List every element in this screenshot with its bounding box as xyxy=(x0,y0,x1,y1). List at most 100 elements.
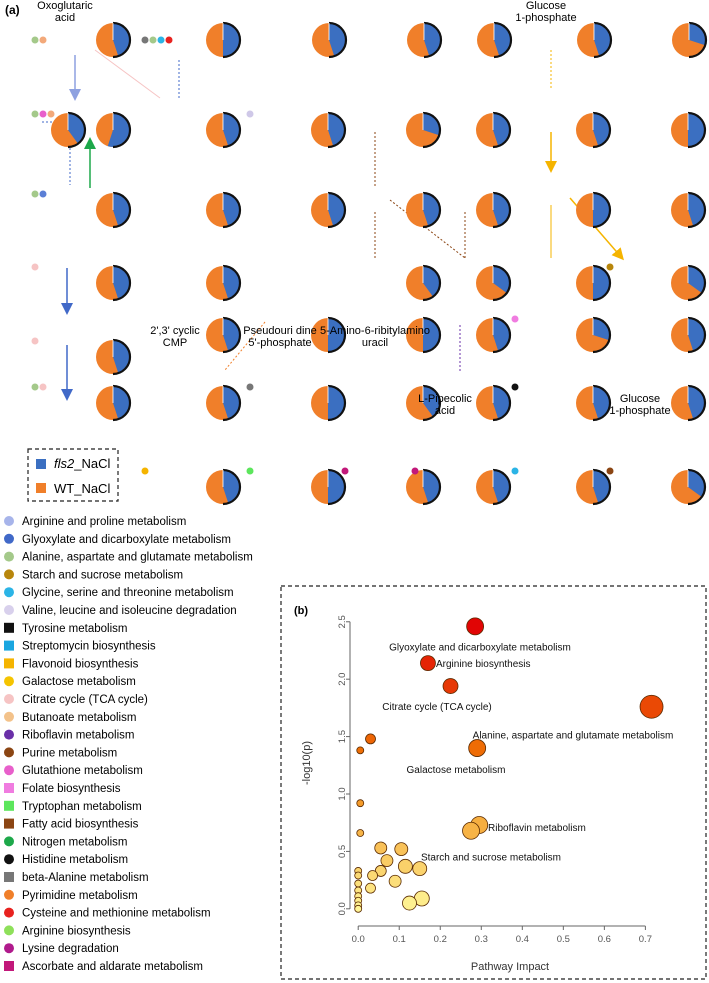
pathway-dot xyxy=(165,36,173,44)
pathway-square-icon xyxy=(4,872,14,882)
metabolite-node xyxy=(671,316,707,354)
pathway-circle-icon xyxy=(4,854,14,865)
scatter-point xyxy=(412,861,428,877)
pie-fls2-slice xyxy=(423,193,440,227)
scatter-point xyxy=(354,904,363,913)
y-tick-label: 1.0 xyxy=(337,787,348,800)
metabolite-node xyxy=(31,190,132,229)
pie-fls2-slice xyxy=(223,23,240,57)
pathway-circle-icon xyxy=(4,551,14,562)
pie-fls2-slice xyxy=(594,23,612,57)
pathway-legend-label: Glutathione metabolism xyxy=(22,765,143,777)
metabolite-node xyxy=(206,384,242,422)
pie-fls2-slice xyxy=(223,193,240,227)
pathway-circle-icon xyxy=(4,676,14,687)
metabolite-node xyxy=(406,384,442,422)
metabolite-node xyxy=(206,111,242,149)
scatter-point xyxy=(388,874,402,888)
pie-fls2-slice xyxy=(68,113,86,144)
pathway-circle-icon xyxy=(4,711,14,722)
pathway-dot xyxy=(39,36,47,44)
pathway-dot xyxy=(31,383,39,391)
y-tick-label: 2.5 xyxy=(337,615,348,628)
metabolite-node xyxy=(407,21,443,59)
pie-outline xyxy=(422,191,442,229)
pathway-legend-item: Cysteine and methionine metabolism xyxy=(4,907,211,920)
metabolite-node xyxy=(311,191,347,229)
legend-fls2-swatch xyxy=(36,459,46,469)
pie-outline xyxy=(222,384,242,422)
pie-fls2-slice xyxy=(423,113,440,136)
pathway-dot xyxy=(411,467,419,475)
y-tick-label: 2.0 xyxy=(337,673,348,686)
metabolite-node xyxy=(477,21,513,59)
legend-wt-swatch xyxy=(36,483,46,493)
pathway-dot xyxy=(606,467,614,475)
pathway-legend-label: Ascorbate and aldarate metabolism xyxy=(22,961,203,973)
pathway-dot xyxy=(511,467,519,475)
pathway-circle-icon xyxy=(4,765,14,776)
pie-outline xyxy=(112,191,132,229)
metabolite-node xyxy=(246,383,347,422)
pie-fls2-slice xyxy=(493,193,510,227)
scatter-point xyxy=(394,842,409,857)
pathway-circle-icon xyxy=(4,836,14,847)
pie-outline xyxy=(592,468,612,506)
pie-fls2-slice xyxy=(593,193,610,227)
pie-outline xyxy=(493,21,513,59)
pie-fls2-slice xyxy=(113,386,130,420)
metabolite-node xyxy=(411,467,512,506)
pie-fls2-slice xyxy=(593,386,611,420)
pathway-legend-label: Purine metabolism xyxy=(22,747,117,759)
pathway-legend-label: Pyrimidine metabolism xyxy=(22,890,138,902)
pathway-legend-item: Glyoxylate and dicarboxylate metabolism xyxy=(4,533,231,546)
x-tick-label: 0.0 xyxy=(352,934,365,945)
pathway-dot xyxy=(31,190,39,198)
pie-fls2-slice xyxy=(424,23,441,57)
metabolite-node xyxy=(476,111,512,149)
pathway-legend-label: Histidine metabolism xyxy=(22,854,128,866)
pathway-legend-label: Starch and sucrose metabolism xyxy=(22,569,183,581)
pie-outline xyxy=(327,316,347,354)
scatter-point xyxy=(356,829,365,837)
pie-fls2-slice xyxy=(688,386,706,420)
metabolite-node xyxy=(476,191,512,229)
pathway-square-icon xyxy=(4,640,14,651)
pie-outline xyxy=(112,21,132,59)
scatter-point xyxy=(380,854,394,867)
y-axis-label: -log10(p) xyxy=(301,741,313,785)
pie-outline xyxy=(327,384,347,422)
pathway-square-icon xyxy=(4,961,14,971)
pathway-dot xyxy=(47,110,55,118)
pie-outline xyxy=(422,316,442,354)
point-label: Alanine, aspartate and glutamate metabol… xyxy=(473,731,674,742)
pie-outline xyxy=(222,21,242,59)
pie-fls2-slice xyxy=(329,23,346,57)
pathway-dot xyxy=(246,383,254,391)
pathway-circle-icon xyxy=(4,729,14,740)
pathway-dot xyxy=(39,190,47,198)
metabolite-node xyxy=(141,467,242,506)
pie-outline xyxy=(592,191,612,229)
pie-fls2-slice xyxy=(493,470,511,504)
pie-outline xyxy=(222,191,242,229)
metabolite-name: Glucose 1-phosphate xyxy=(515,0,576,24)
pie-outline xyxy=(222,468,242,506)
pie-fls2-slice xyxy=(593,113,611,147)
metabolite-node: Glucose 1-phosphate xyxy=(515,0,613,59)
pie-outline xyxy=(592,111,612,149)
metabolite-node xyxy=(576,264,612,302)
pathway-square-icon xyxy=(4,800,14,811)
metabolite-node xyxy=(511,315,612,354)
pie-fls2-slice xyxy=(223,318,240,352)
x-tick-label: 0.7 xyxy=(639,934,652,945)
pathway-dot xyxy=(246,467,254,475)
x-tick-label: 0.1 xyxy=(393,934,406,945)
scatter-point xyxy=(442,678,459,694)
pathway-legend-label: Arginine and proline metabolism xyxy=(22,516,186,528)
pathway-circle-icon xyxy=(4,889,14,900)
scatter-point xyxy=(402,895,417,911)
pie-outline xyxy=(687,468,707,506)
metabolite-node xyxy=(206,191,242,229)
pie-fls2-slice xyxy=(494,23,512,57)
